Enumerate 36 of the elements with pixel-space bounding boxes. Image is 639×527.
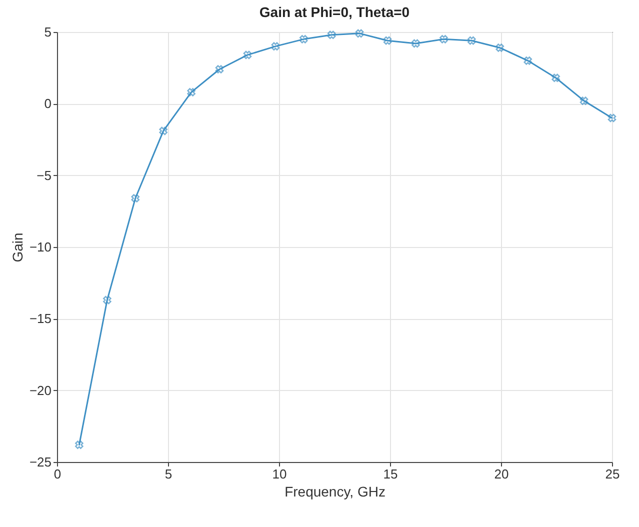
point — [496, 44, 504, 52]
point — [75, 440, 84, 449]
point — [440, 35, 448, 44]
point — [327, 30, 336, 40]
x-axis-title: Frequency, GHz — [284, 484, 386, 500]
point — [383, 36, 392, 45]
y-tick-label: −25 — [29, 454, 52, 470]
point — [552, 74, 560, 82]
x-tick-label: 20 — [494, 466, 509, 482]
point — [524, 56, 532, 65]
x-tick-label: 10 — [272, 466, 287, 482]
point — [355, 29, 364, 38]
point — [580, 96, 588, 105]
y-tick-label: 0 — [44, 96, 52, 112]
x-tick-label: 5 — [164, 466, 172, 482]
point — [159, 126, 168, 136]
point — [131, 194, 140, 202]
point — [608, 114, 616, 122]
x-tick-label: 0 — [54, 466, 62, 482]
point — [103, 296, 112, 304]
y-tick-label: −10 — [29, 240, 52, 254]
y-tick-label: −15 — [29, 311, 52, 326]
point — [299, 35, 308, 44]
chart-title: Gain at Phi=0, Theta=0 — [259, 4, 410, 20]
point — [468, 36, 476, 45]
x-tick-label: 25 — [605, 466, 620, 482]
point — [187, 88, 196, 96]
point — [215, 65, 224, 74]
point — [243, 50, 252, 60]
point — [412, 39, 420, 48]
y-tick-label: −20 — [29, 382, 52, 398]
y-tick-label: −5 — [36, 168, 52, 183]
x-tick-label: 15 — [383, 466, 398, 482]
point — [271, 42, 280, 50]
y-tick-label: 5 — [44, 24, 52, 40]
y-axis-title: Gain — [9, 232, 26, 262]
